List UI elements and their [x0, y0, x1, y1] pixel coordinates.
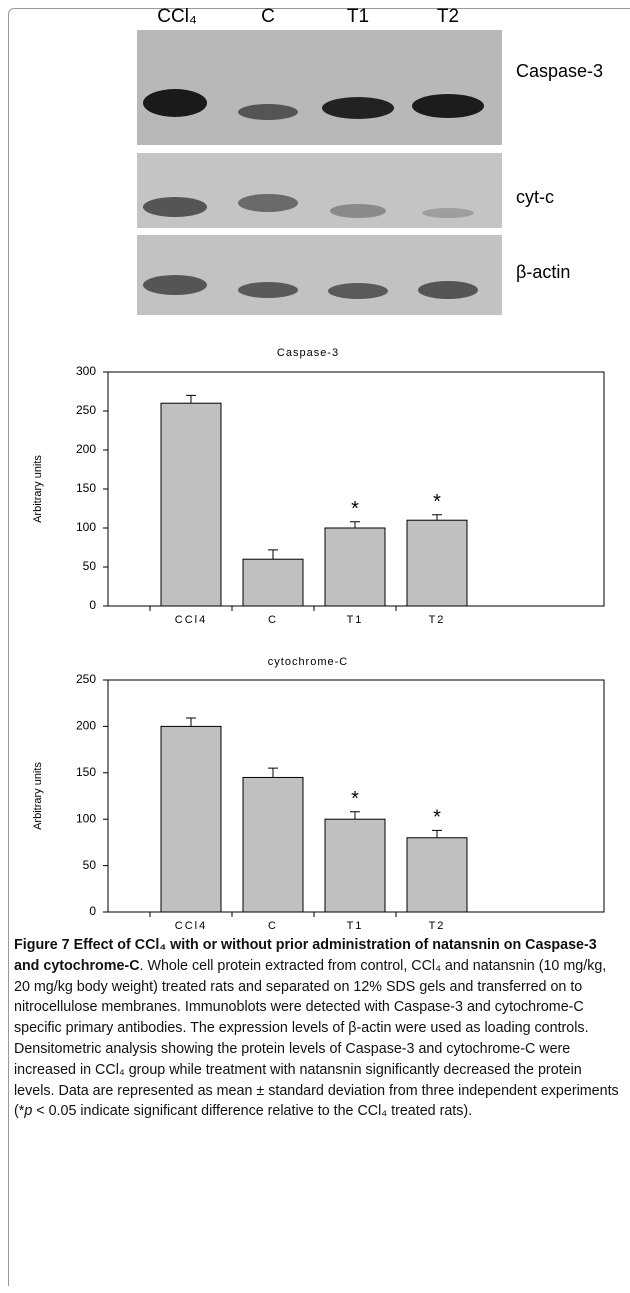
protein-label: cyt-c	[516, 187, 554, 207]
y-tick-label: 0	[89, 904, 96, 918]
blot-band	[143, 275, 207, 295]
x-tick-label: CCl4	[175, 614, 207, 626]
y-axis-label: Arbitrary units	[32, 455, 44, 523]
lane-label: T2	[437, 6, 459, 27]
y-tick-label: 150	[76, 765, 96, 779]
blot-band	[143, 89, 207, 117]
x-tick-label: T2	[429, 614, 446, 626]
blot-band	[143, 197, 207, 217]
y-tick-label: 200	[76, 442, 96, 456]
significance-mark: *	[433, 807, 441, 829]
blot-panel	[137, 30, 502, 145]
lane-label: C	[261, 6, 275, 27]
bar	[406, 519, 468, 607]
lane-label: T1	[347, 6, 369, 27]
y-tick-label: 200	[76, 719, 96, 733]
significance-mark: *	[433, 491, 441, 513]
chart-title: Caspase-3	[277, 347, 339, 359]
blot-band	[328, 283, 388, 299]
blot-band	[412, 94, 484, 118]
caption: Figure 7 Effect of CCl₄ with or without …	[14, 935, 622, 1122]
blot-panel	[137, 235, 502, 315]
y-tick-label: 0	[89, 598, 96, 612]
blot-band	[422, 208, 474, 218]
x-tick-label: CCl4	[175, 920, 207, 930]
x-tick-label: T1	[347, 614, 364, 626]
y-tick-label: 300	[76, 364, 96, 378]
lane-label: CCl₄	[157, 6, 197, 27]
protein-label: β-actin	[516, 262, 570, 282]
blot-band	[322, 97, 394, 119]
bar	[242, 558, 304, 607]
caption-italic: p	[24, 1103, 33, 1120]
bar	[160, 402, 222, 607]
bar	[242, 776, 304, 913]
caption-end: < 0.05 indicate significant difference r…	[32, 1103, 473, 1120]
protein-label: Caspase-3	[516, 61, 603, 81]
error-bar	[268, 767, 278, 778]
x-tick-label: T1	[347, 920, 364, 930]
blot-band	[418, 281, 478, 299]
bar	[160, 725, 222, 913]
error-bar	[268, 549, 278, 560]
bar	[324, 527, 386, 607]
caption-body: . Whole cell protein extracted from cont…	[14, 957, 619, 1120]
blot-band	[238, 282, 298, 298]
figure-frame	[8, 8, 630, 1286]
error-bar	[186, 717, 196, 727]
error-bar	[350, 811, 360, 820]
error-bar	[350, 521, 360, 528]
y-tick-label: 250	[76, 403, 96, 417]
significance-mark: *	[351, 788, 359, 810]
figure: CCl₄ C T1 T2 Caspase-3 cyt-c β-actin Cas…	[32, 6, 605, 930]
bar	[406, 837, 468, 913]
x-tick-label: T2	[429, 920, 446, 930]
y-tick-label: 100	[76, 520, 96, 534]
blot-band	[238, 194, 298, 212]
blot-band	[330, 204, 386, 218]
error-bar	[186, 394, 196, 404]
significance-mark: *	[351, 498, 359, 520]
error-bar	[432, 514, 442, 521]
y-tick-label: 100	[76, 811, 96, 825]
x-tick-label: C	[268, 614, 278, 626]
blot-band	[238, 104, 298, 120]
chart-title: cytochrome-C	[268, 656, 348, 668]
bar	[324, 818, 386, 913]
x-tick-label: C	[268, 920, 278, 930]
error-bar	[432, 829, 442, 838]
y-tick-label: 250	[76, 672, 96, 686]
y-axis-label: Arbitrary units	[32, 762, 44, 830]
y-tick-label: 50	[83, 559, 97, 573]
y-tick-label: 50	[83, 858, 97, 872]
y-tick-label: 150	[76, 481, 96, 495]
caption-title: Figure 7 Effect of CCl₄ with or without …	[14, 937, 597, 974]
